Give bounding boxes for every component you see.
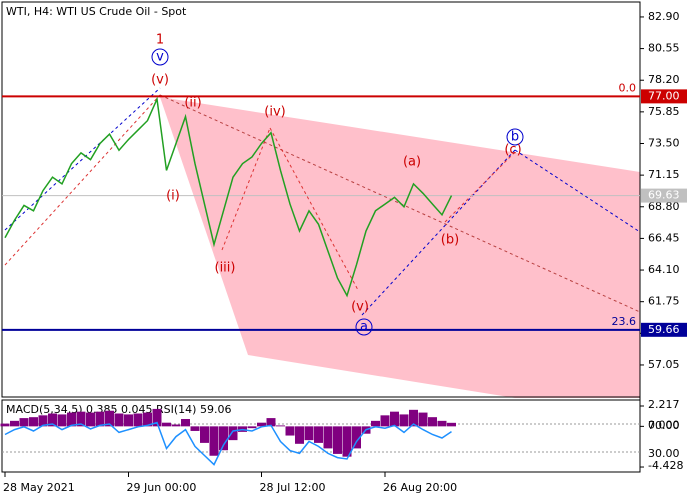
macd-bar — [276, 425, 285, 427]
x-tick-label: 28 Jul 12:00 — [260, 481, 326, 494]
wave-label: (iv) — [264, 105, 285, 120]
macd-bar — [171, 424, 181, 427]
wave-label: (i) — [166, 189, 180, 204]
y-tick-label: 0.000 — [648, 418, 680, 431]
macd-bar — [209, 426, 219, 456]
channel — [160, 97, 640, 398]
macd-bar — [333, 426, 342, 454]
indicator-title: MACD(5,34,5) 0.385 0.045 RSI(14) 59.06 — [6, 403, 231, 416]
level-label: 77.00 — [648, 89, 680, 102]
level-box — [641, 89, 687, 104]
y-tick-label: -4.428 — [648, 459, 683, 472]
wave-label: b — [511, 130, 519, 145]
macd-bar — [228, 426, 238, 441]
wave-label: (iii) — [215, 261, 236, 276]
macd-bar — [124, 414, 133, 427]
macd-bar — [314, 426, 323, 443]
macd-bar — [304, 426, 314, 441]
wave-lines — [4, 87, 641, 316]
macd-bar — [219, 426, 228, 451]
fib-label: 0.0 — [619, 81, 637, 94]
macd-bar — [418, 412, 428, 427]
macd-bar — [257, 422, 266, 427]
y-tick-label: 75.85 — [648, 105, 680, 118]
macd-bar — [57, 414, 67, 427]
macd-bar — [437, 420, 447, 427]
macd-bar — [323, 426, 333, 449]
macd-bar — [10, 420, 19, 427]
rsi-line — [4, 421, 452, 466]
macd-bar — [95, 411, 105, 427]
level-label: 59.66 — [648, 323, 680, 336]
macd-bar — [371, 420, 380, 427]
y2-tick-label: 70.00 — [648, 419, 680, 432]
macd-bar — [86, 412, 95, 427]
wave-label: (ii) — [184, 96, 201, 111]
wave-circle — [506, 128, 524, 146]
x-tick-label: 29 Jun 00:00 — [127, 481, 197, 494]
level-box — [641, 322, 687, 337]
macd-bar — [133, 413, 143, 427]
wave-label: 1 — [156, 33, 164, 48]
y-tick-label: 78.20 — [648, 73, 680, 86]
level-box — [641, 188, 687, 203]
macd-bar — [266, 418, 276, 427]
y-tick-label: 71.15 — [648, 168, 680, 181]
fib-label: 23.6 — [612, 315, 637, 328]
y-tick-label: 68.80 — [648, 200, 680, 213]
x-tick-label: 28 May 2021 — [3, 481, 75, 494]
price-line — [4, 96, 453, 298]
y-tick-label: 73.50 — [648, 136, 680, 149]
wave-label: v — [156, 50, 164, 65]
macd-bar — [48, 413, 57, 427]
wave-circle — [355, 318, 373, 336]
macd-bar — [352, 426, 361, 449]
macd-bar — [447, 422, 456, 427]
macd-bar — [29, 417, 38, 427]
wave-label: (v) — [151, 73, 169, 88]
chart-title: WTI, H4: WTI US Crude Oil - Spot — [6, 5, 187, 18]
wave-label: (c) — [504, 143, 521, 158]
macd-bar — [38, 415, 48, 427]
y-tick-label: 2.217 — [648, 398, 680, 411]
level-label: 69.63 — [648, 189, 680, 202]
macd-bar — [409, 409, 418, 427]
macd-bar — [0, 423, 10, 427]
y-tick-label: 61.75 — [648, 295, 680, 308]
y-tick-label: 82.90 — [648, 10, 680, 23]
macd-bar — [67, 412, 76, 427]
y-tick-label: 80.55 — [648, 42, 680, 55]
macd-bar — [342, 426, 352, 457]
macd-bar — [399, 414, 409, 427]
y-tick-label: 57.05 — [648, 358, 680, 371]
wave-label: (b) — [441, 233, 459, 248]
y-tick-label: 66.45 — [648, 231, 680, 244]
wave-label: (v) — [351, 300, 369, 315]
x-tick-label: 26 Aug 20:00 — [383, 481, 457, 494]
macd-bar — [428, 417, 437, 427]
y-tick-label: 64.10 — [648, 263, 680, 276]
macd-bar — [162, 422, 171, 427]
macd-bar — [19, 418, 29, 427]
macd-bar — [285, 426, 295, 436]
macd-bar — [390, 411, 399, 427]
macd-bar — [380, 415, 390, 427]
macd-bar — [181, 419, 190, 427]
wave-circle — [151, 48, 169, 66]
y2-tick-label: 30.00 — [648, 447, 680, 460]
macd-bar — [143, 412, 152, 427]
macd-bar — [200, 426, 209, 443]
wave-label: (a) — [403, 155, 421, 170]
macd-bar — [114, 413, 124, 427]
macd-bar — [76, 411, 86, 427]
wave-label: a — [360, 320, 368, 335]
macd-bar — [105, 410, 114, 427]
macd-bar — [295, 426, 304, 444]
macd-bar — [190, 426, 200, 431]
macd-bar — [152, 408, 162, 427]
macd-bar — [247, 426, 257, 429]
